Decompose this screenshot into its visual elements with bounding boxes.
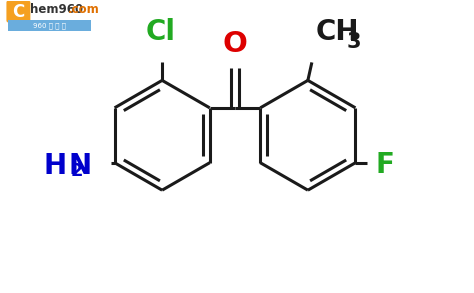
FancyBboxPatch shape	[9, 21, 91, 31]
Text: .com: .com	[67, 3, 99, 16]
Text: Cl: Cl	[145, 18, 175, 47]
Text: hem960: hem960	[30, 3, 83, 16]
Text: 2: 2	[70, 162, 82, 180]
Text: O: O	[223, 30, 247, 58]
Text: 960 化 工 网: 960 化 工 网	[33, 23, 66, 29]
Text: H: H	[44, 152, 67, 180]
Text: F: F	[375, 151, 394, 179]
FancyBboxPatch shape	[7, 1, 30, 23]
Text: C: C	[12, 3, 25, 21]
Text: CH: CH	[316, 18, 359, 47]
Text: N: N	[69, 152, 91, 180]
Text: 3: 3	[347, 33, 361, 52]
